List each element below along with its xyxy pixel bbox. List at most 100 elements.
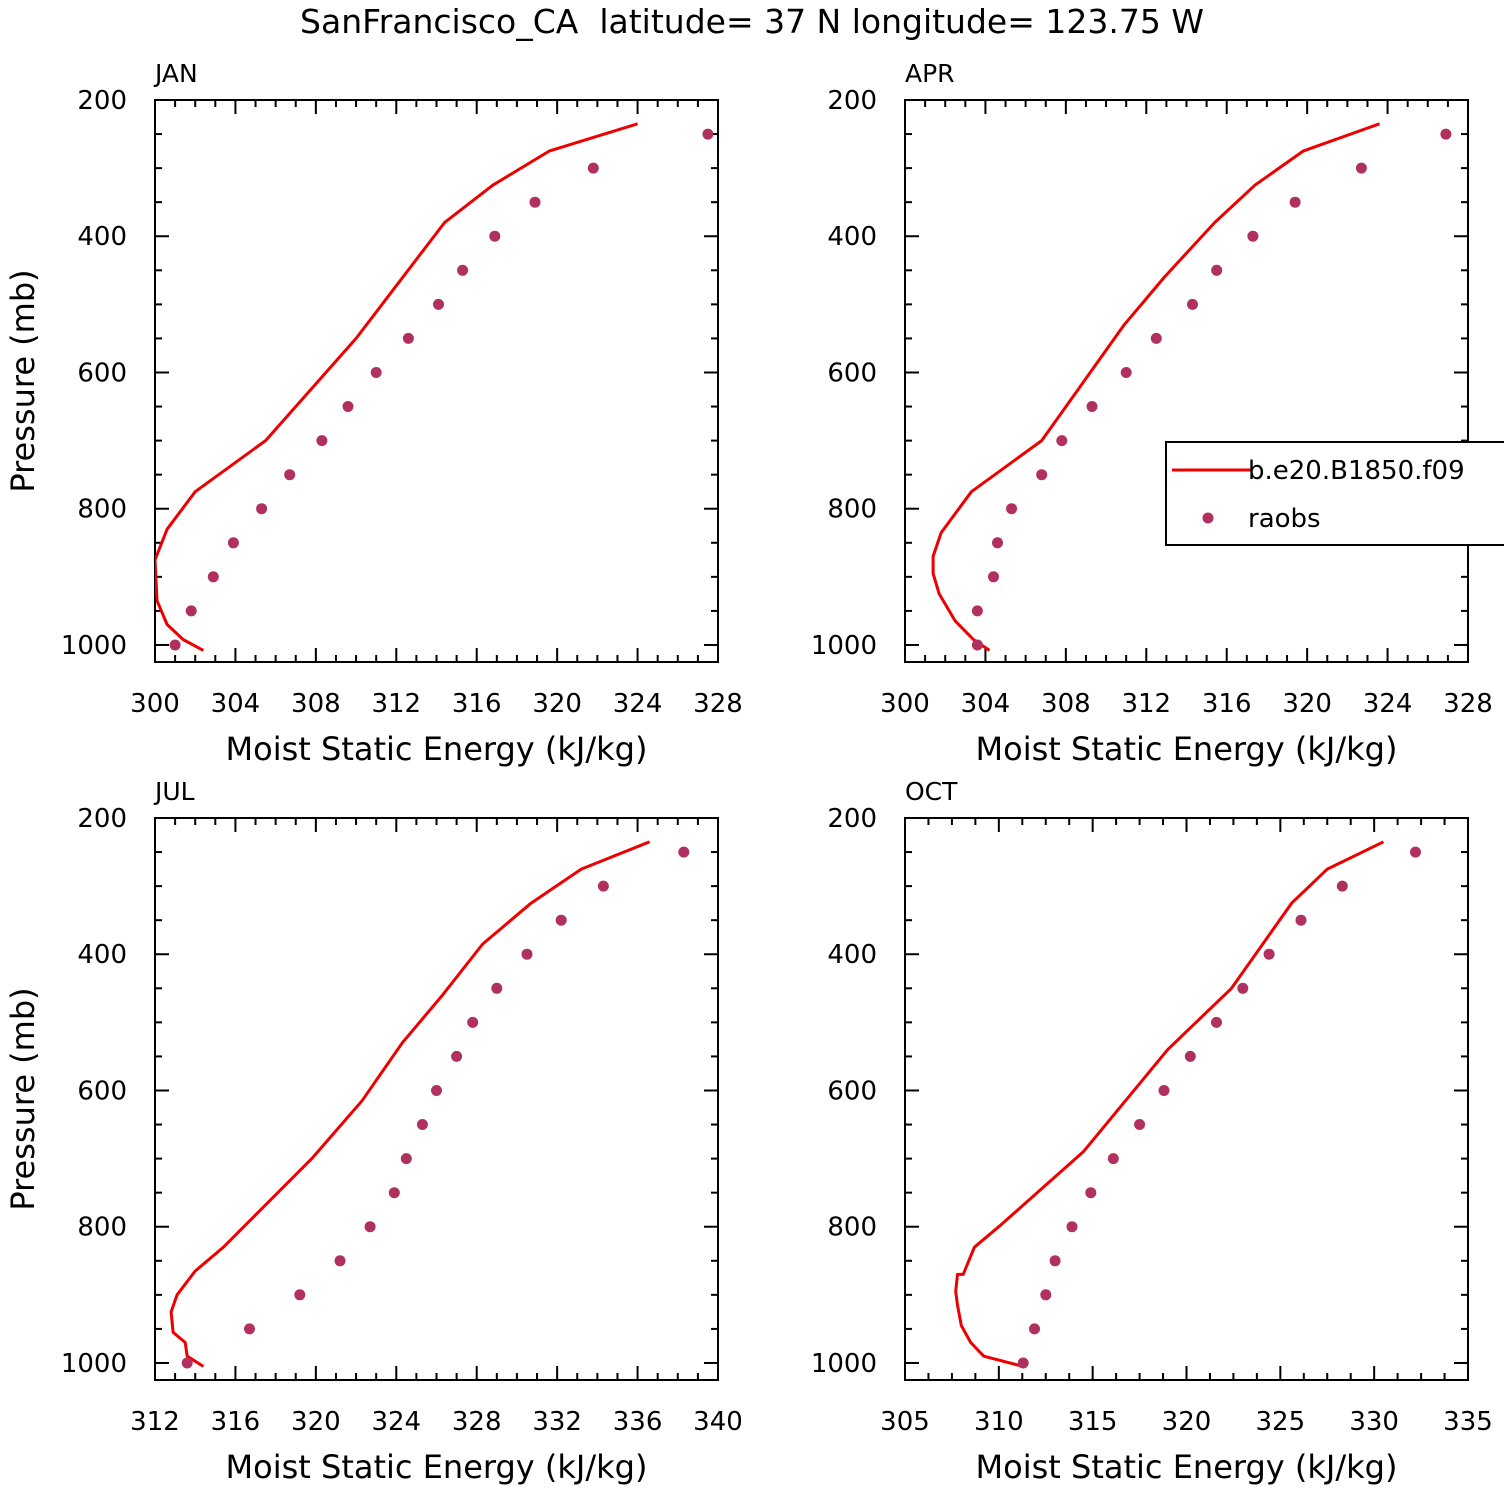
raobs-point — [1086, 401, 1098, 412]
y-tick-label: 800 — [827, 495, 877, 525]
x-tick-label: 328 — [693, 689, 743, 719]
x-tick-label: 320 — [532, 689, 582, 719]
raobs-point — [1211, 264, 1223, 276]
raobs-point — [988, 571, 999, 583]
raobs-point — [1263, 948, 1275, 960]
plot-area — [155, 122, 639, 652]
x-tick-label: 315 — [1068, 1407, 1118, 1437]
raobs-point — [433, 298, 444, 310]
raobs-point — [678, 846, 690, 858]
raobs-point — [416, 1119, 428, 1130]
model-series-line — [155, 122, 639, 652]
raobs-point — [1295, 914, 1307, 926]
raobs-point — [597, 880, 609, 892]
raobs-point — [1158, 1085, 1170, 1096]
y-tick-label: 400 — [77, 222, 127, 252]
raobs-point — [1440, 128, 1452, 140]
y-tick-label: 200 — [827, 86, 877, 116]
raobs-point — [169, 639, 181, 651]
panel-title: APR — [905, 59, 955, 88]
x-tick-label: 308 — [1041, 689, 1091, 719]
x-tick-label: 320 — [1282, 689, 1332, 719]
x-tick-label: 320 — [291, 1407, 341, 1437]
panel-title: JUL — [153, 777, 195, 806]
raobs-point — [1006, 503, 1018, 515]
x-tick-label: 312 — [1121, 689, 1171, 719]
y-tick-label: 800 — [827, 1213, 877, 1243]
raobs-point — [1120, 367, 1132, 378]
raobs-point — [521, 948, 533, 960]
y-tick-label: 400 — [827, 940, 877, 970]
legend-label: raobs — [1248, 504, 1321, 534]
raobs-point — [1134, 1119, 1146, 1130]
x-tick-label: 336 — [613, 1407, 663, 1437]
raobs-point — [491, 982, 503, 994]
model-series-line — [931, 122, 1381, 652]
y-tick-label: 600 — [827, 1076, 877, 1106]
x-tick-label: 332 — [532, 1407, 582, 1437]
panel-jan: JAN 300 304 308 312 316 320 324 328 200 400 600 800 1… — [4, 59, 743, 768]
raobs-point — [284, 469, 296, 481]
y-tick-label: 200 — [827, 804, 877, 834]
x-tick-label: 312 — [130, 1407, 180, 1437]
x-tick-label: 312 — [371, 689, 421, 719]
raobs-point — [185, 605, 197, 617]
x-axis-label: Moist Static Energy (kJ/kg) — [976, 730, 1398, 768]
x-tick-label: 328 — [452, 1407, 502, 1437]
raobs-point — [1066, 1221, 1078, 1233]
panels: JAN 300 304 308 312 316 320 324 328 200 400 600 800 1… — [4, 59, 1493, 1486]
y-tick-label: 1000 — [61, 631, 127, 661]
raobs-point — [489, 230, 501, 242]
y-tick-label: 1000 — [811, 1349, 877, 1379]
y-tick-label: 200 — [77, 86, 127, 116]
raobs-point — [244, 1323, 255, 1335]
x-tick-label: 310 — [974, 1407, 1024, 1437]
legend-marker-swatch — [1202, 512, 1214, 524]
raobs-point — [1150, 332, 1162, 344]
raobs-point — [400, 1153, 412, 1165]
x-tick-label: 304 — [961, 689, 1011, 719]
y-tick-label: 600 — [827, 358, 877, 388]
raobs-point — [1056, 435, 1068, 447]
raobs-point — [370, 367, 382, 378]
raobs-point — [1029, 1323, 1040, 1335]
raobs-point — [1289, 196, 1301, 208]
raobs-point — [457, 264, 469, 276]
x-tick-label: 335 — [1443, 1407, 1493, 1437]
plot-area — [169, 840, 651, 1368]
raobs-point — [1237, 982, 1249, 994]
raobs-point — [1085, 1187, 1097, 1199]
raobs-point — [316, 435, 328, 447]
raobs-point — [1247, 230, 1259, 242]
x-tick-label: 316 — [1202, 689, 1252, 719]
raobs-point — [971, 639, 983, 651]
y-tick-label: 800 — [77, 495, 127, 525]
raobs-point — [1107, 1153, 1119, 1165]
legend-box — [1165, 441, 1504, 546]
x-tick-label: 320 — [1162, 1407, 1212, 1437]
raobs-point — [1410, 846, 1421, 858]
y-tick-label: 400 — [77, 940, 127, 970]
x-tick-label: 330 — [1349, 1407, 1399, 1437]
raobs-point — [1017, 1357, 1029, 1369]
raobs-point — [227, 537, 239, 549]
x-tick-label: 340 — [693, 1407, 743, 1437]
legend-label: b.e20.B1850.f09 — [1248, 456, 1465, 486]
raobs-point — [529, 196, 541, 208]
raobs-point — [555, 914, 567, 926]
plot-frame — [904, 817, 1469, 1381]
raobs-point — [334, 1255, 346, 1267]
raobs-point — [467, 1016, 479, 1028]
raobs-point — [342, 401, 354, 412]
raobs-point — [1049, 1255, 1061, 1267]
x-tick-label: 308 — [291, 689, 341, 719]
y-axis-label: Pressure (mb) — [4, 269, 42, 492]
model-series-line — [954, 840, 1385, 1368]
x-axis-label: Moist Static Energy (kJ/kg) — [226, 730, 648, 768]
panel-jul: JUL 312 316 320 324 328 332 336 340 200 400 600 800 1… — [4, 777, 743, 1486]
raobs-point — [388, 1187, 400, 1199]
raobs-point — [256, 503, 268, 515]
x-tick-label: 316 — [211, 1407, 261, 1437]
panel-oct: OCT 305 310 315 320 325 330 335 200 400 600 800 1000… — [811, 777, 1493, 1486]
raobs-point — [1036, 469, 1048, 481]
